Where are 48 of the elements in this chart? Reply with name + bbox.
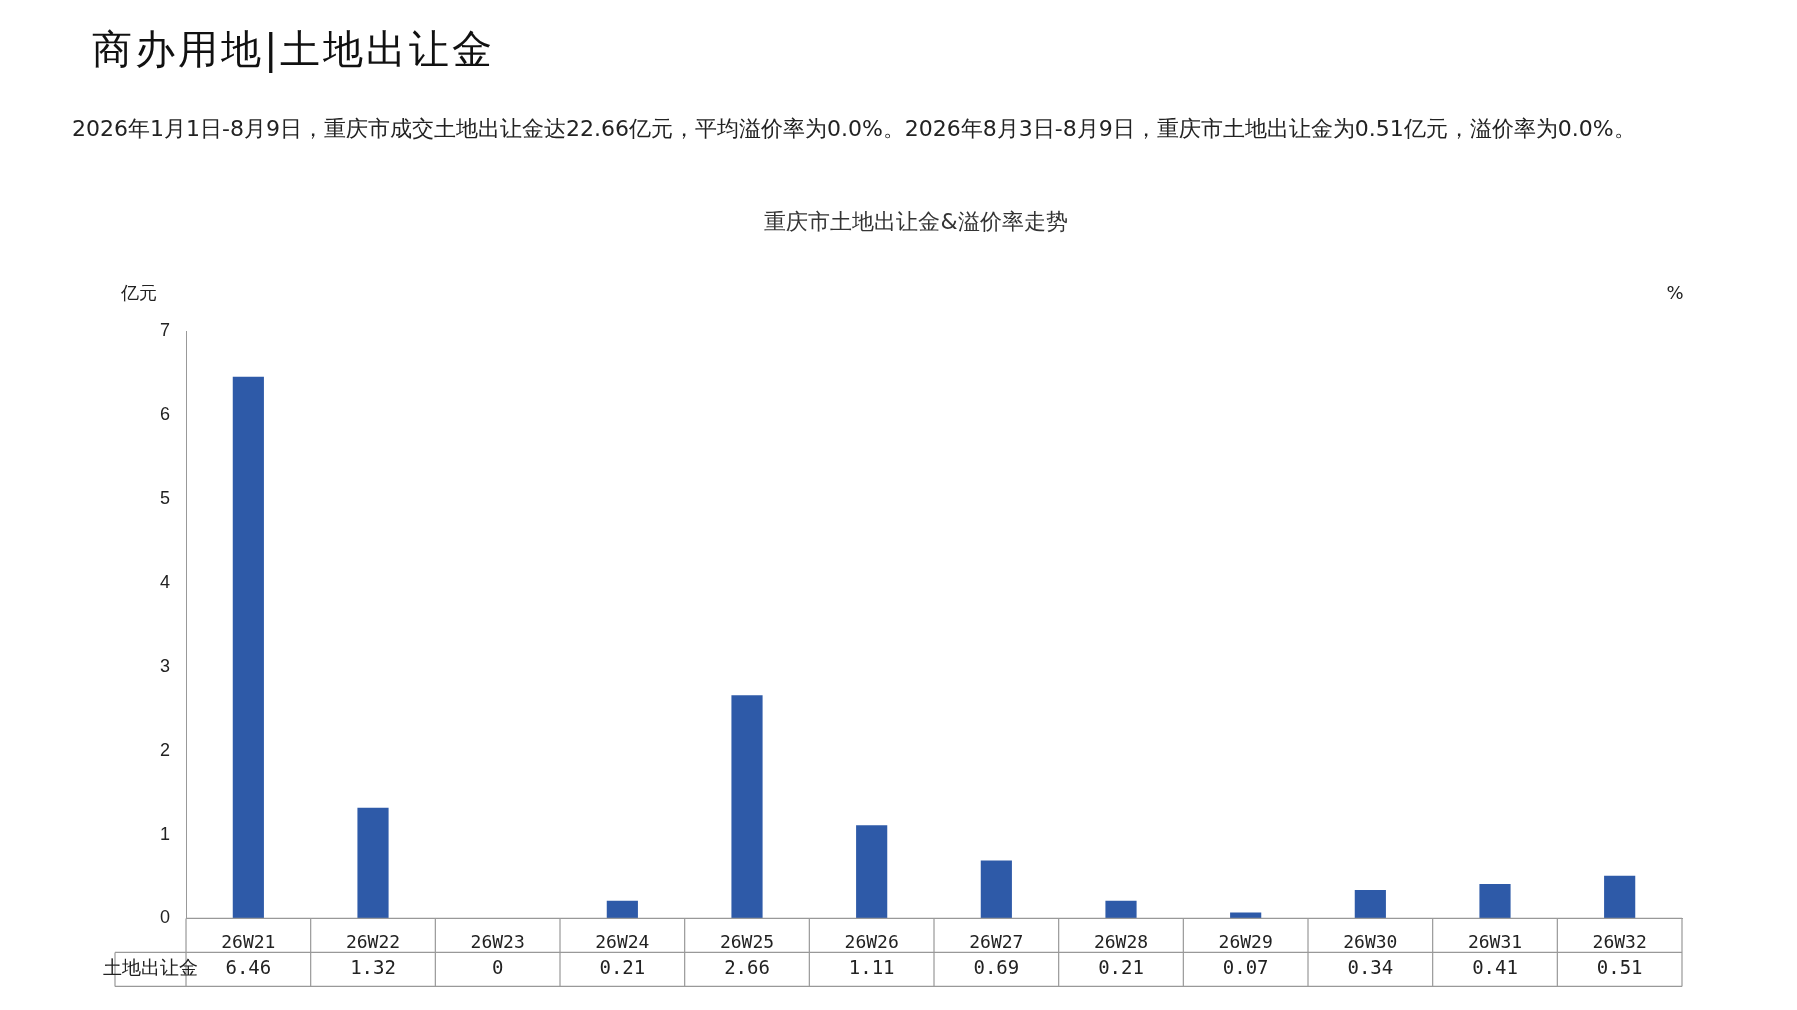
y-tick-label: 6 bbox=[160, 404, 171, 425]
x-tick-label: 26W21 bbox=[221, 930, 276, 952]
data-label: 0.51 bbox=[1596, 956, 1643, 979]
bar bbox=[357, 807, 389, 919]
x-tick-label: 26W25 bbox=[719, 930, 775, 952]
data-label: 0.07 bbox=[1222, 956, 1269, 979]
x-tick-label: 26W26 bbox=[844, 930, 899, 952]
bar bbox=[1354, 889, 1386, 919]
x-tick-label: 26W24 bbox=[595, 930, 650, 952]
x-tick-label: 26W30 bbox=[1343, 930, 1398, 952]
y-tick-label: 3 bbox=[160, 655, 171, 676]
x-tick-label: 26W22 bbox=[345, 930, 401, 952]
bar bbox=[1105, 900, 1137, 919]
chart-title: 重庆市土地出让金&溢价率走势 bbox=[764, 208, 1068, 234]
data-label: 0.34 bbox=[1347, 956, 1394, 979]
y-tick-label: 7 bbox=[160, 320, 171, 341]
text: 商办用地|土地出让金 bbox=[92, 25, 496, 75]
y-tick-label: 4 bbox=[160, 571, 171, 592]
data-label: 0.21 bbox=[599, 956, 646, 979]
x-tick-label: 26W29 bbox=[1218, 930, 1273, 952]
bar bbox=[980, 860, 1012, 919]
x-tick-label: 26W32 bbox=[1592, 930, 1647, 952]
x-tick-label: 26W31 bbox=[1467, 930, 1523, 952]
y-axis-title: 亿元 bbox=[120, 282, 158, 304]
data-label: 0.41 bbox=[1472, 956, 1518, 979]
x-tick-label: 26W27 bbox=[969, 930, 1024, 952]
bar bbox=[856, 825, 888, 919]
y-tick-label: 1 bbox=[160, 823, 171, 844]
text: 土地出让金 bbox=[103, 956, 199, 979]
text: 2026年1月1日-8月9日，重庆市成交土地出让金达22.66亿元，平均溢价率为0.0%。2026年8月3日-8月9日，重庆市土地出让金为0.51亿元，溢价率为0.0%。 bbox=[72, 115, 1637, 143]
bar bbox=[1604, 875, 1636, 919]
y-tick-label: 2 bbox=[160, 739, 171, 760]
data-label: 2.66 bbox=[724, 956, 770, 979]
data-label: 1.11 bbox=[848, 956, 895, 979]
y-tick-label: 0 bbox=[160, 907, 171, 928]
y2-axis-title: % bbox=[1666, 282, 1684, 304]
data-label: 0.21 bbox=[1098, 956, 1144, 979]
data-label: 6.46 bbox=[225, 956, 272, 979]
data-label: 0 bbox=[491, 956, 504, 979]
bar bbox=[1479, 884, 1511, 919]
bar bbox=[232, 376, 264, 919]
bar bbox=[731, 695, 763, 919]
data-label: 0.69 bbox=[973, 956, 1020, 979]
data-label: 1.32 bbox=[350, 956, 396, 979]
x-tick-label: 26W23 bbox=[470, 930, 525, 952]
x-tick-label: 26W28 bbox=[1093, 930, 1149, 952]
y-tick-label: 5 bbox=[160, 488, 171, 509]
bar bbox=[606, 900, 638, 919]
